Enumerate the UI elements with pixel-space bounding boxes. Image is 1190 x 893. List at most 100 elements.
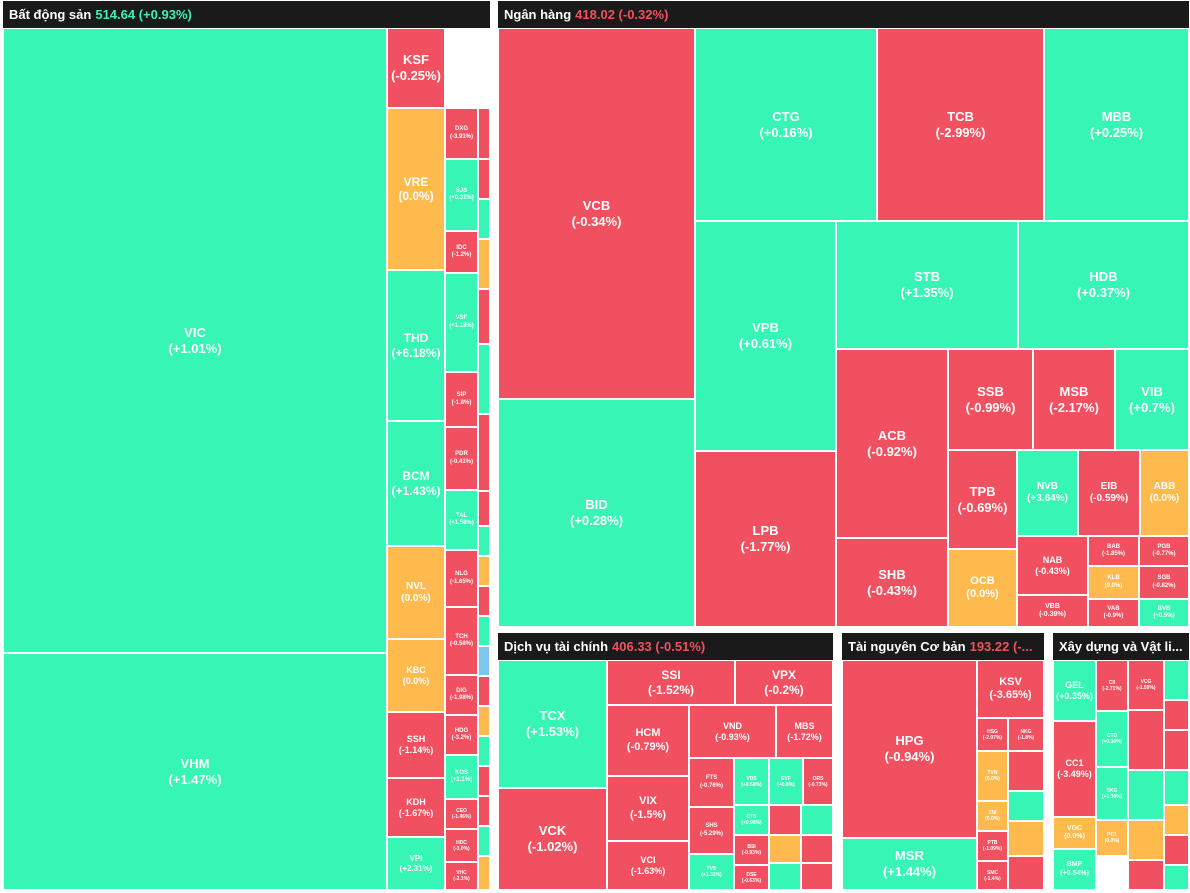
sector-header-banking[interactable]: Ngân hàng 418.02 (-0.32%)	[498, 1, 1189, 28]
stock-tile-tal[interactable]: TAL (+1.58%)	[445, 490, 478, 550]
stock-tile-small[interactable]	[1008, 791, 1044, 821]
stock-tile-tvb[interactable]: TVB (+1.32%)	[689, 854, 734, 890]
stock-tile-small[interactable]	[478, 159, 490, 199]
stock-tile-ctg[interactable]: CTG (+0.16%)	[695, 28, 877, 221]
stock-tile-vib[interactable]: VIB (+0.7%)	[1115, 349, 1189, 450]
stock-tile-fts[interactable]: FTS (-0.76%)	[689, 758, 734, 807]
stock-tile-cts[interactable]: CTS (+0.98%)	[734, 805, 769, 835]
stock-tile-vpx[interactable]: VPX (-0.2%)	[735, 660, 833, 705]
stock-tile-kdh[interactable]: KDH (-1.67%)	[387, 778, 445, 837]
stock-tile-ors[interactable]: ORS (-0.73%)	[803, 758, 833, 805]
stock-tile-small[interactable]	[478, 796, 490, 826]
stock-tile-vic[interactable]: VIC (+1.01%)	[3, 28, 387, 653]
stock-tile-small[interactable]	[801, 863, 833, 890]
stock-tile-small[interactable]	[478, 616, 490, 646]
stock-tile-small[interactable]	[1008, 821, 1044, 856]
stock-tile-mbb[interactable]: MBB (+0.25%)	[1044, 28, 1189, 221]
stock-tile-hcm[interactable]: HCM (-0.79%)	[607, 705, 689, 776]
stock-tile-skg[interactable]: SKG (+1.36%)	[1096, 767, 1128, 820]
stock-tile-vab[interactable]: VAB (-0.9%)	[1088, 599, 1139, 627]
stock-tile-ksf[interactable]: KSF (-0.25%)	[387, 28, 445, 108]
stock-tile-ceo[interactable]: CEO (-1.46%)	[445, 799, 478, 829]
stock-tile-nab[interactable]: NAB (-0.43%)	[1017, 536, 1088, 595]
sector-header-construction[interactable]: Xây dựng và Vật li...	[1053, 633, 1189, 660]
stock-tile-small[interactable]	[478, 491, 490, 526]
stock-tile-hdg[interactable]: HDG (-3.2%)	[445, 715, 478, 755]
stock-tile-dse[interactable]: DSE (-0.63%)	[734, 865, 769, 890]
stock-tile-small[interactable]	[1164, 770, 1189, 805]
stock-tile-idc[interactable]: IDC (-1.2%)	[445, 231, 478, 273]
stock-tile-small[interactable]	[478, 108, 490, 159]
stock-tile-ssh[interactable]: SSH (-1.14%)	[387, 712, 445, 778]
stock-tile-small[interactable]	[478, 706, 490, 736]
stock-tile-small[interactable]	[1164, 805, 1189, 835]
stock-tile-small[interactable]	[1008, 856, 1044, 890]
stock-tile-small[interactable]	[478, 414, 490, 491]
stock-tile-evf[interactable]: EVF (+0.8%)	[769, 758, 803, 805]
stock-tile-tvn[interactable]: TVN (0.0%)	[977, 751, 1008, 801]
stock-tile-smc[interactable]: SMC (-1.4%)	[977, 861, 1008, 890]
stock-tile-small[interactable]	[1164, 730, 1189, 770]
stock-tile-vix[interactable]: VIX (-1.5%)	[607, 776, 689, 841]
stock-tile-small[interactable]	[478, 676, 490, 706]
stock-tile-tni[interactable]: TNI (0.0%)	[977, 801, 1008, 831]
sector-header-financial-services[interactable]: Dịch vụ tài chính 406.33 (-0.51%)	[498, 633, 833, 660]
stock-tile-small[interactable]	[1128, 860, 1164, 890]
stock-tile-lpb[interactable]: LPB (-1.77%)	[695, 451, 836, 627]
stock-tile-nkg[interactable]: NKG (-1.8%)	[1008, 718, 1044, 751]
stock-tile-vnd[interactable]: VND (-0.93%)	[689, 705, 776, 758]
stock-tile-small[interactable]	[478, 199, 490, 239]
stock-tile-shs[interactable]: SHS (-5.29%)	[689, 807, 734, 854]
stock-tile-vpb[interactable]: VPB (+0.61%)	[695, 221, 836, 451]
stock-tile-gel[interactable]: GEL (+0.35%)	[1053, 660, 1096, 721]
stock-tile-small[interactable]	[801, 805, 833, 835]
stock-tile-pdr[interactable]: PDR (-0.41%)	[445, 427, 478, 490]
stock-tile-kbc[interactable]: KBC (0.0%)	[387, 639, 445, 712]
stock-tile-small[interactable]	[769, 805, 801, 835]
stock-tile-small[interactable]	[1128, 710, 1164, 770]
stock-tile-small[interactable]	[769, 835, 801, 863]
stock-tile-bmp[interactable]: BMP (+0.54%)	[1053, 849, 1096, 890]
stock-tile-small[interactable]	[1128, 770, 1164, 820]
stock-tile-abb[interactable]: ABB (0.0%)	[1140, 450, 1189, 536]
stock-tile-cc1[interactable]: CC1 (-3.49%)	[1053, 721, 1096, 817]
stock-tile-small[interactable]	[478, 826, 490, 856]
stock-tile-bid[interactable]: BID (+0.28%)	[498, 399, 695, 627]
stock-tile-sjs[interactable]: SJS (+0.31%)	[445, 159, 478, 231]
stock-tile-ksv[interactable]: KSV (-3.65%)	[977, 660, 1044, 718]
stock-tile-small[interactable]	[801, 835, 833, 863]
stock-tile-nvl[interactable]: NVL (0.0%)	[387, 546, 445, 639]
stock-tile-eib[interactable]: EIB (-0.59%)	[1078, 450, 1140, 536]
stock-tile-small[interactable]	[478, 344, 490, 414]
sector-header-basic-resources[interactable]: Tài nguyên Cơ bản 193.22 (-...	[842, 633, 1044, 660]
stock-tile-vre[interactable]: VRE (0.0%)	[387, 108, 445, 270]
stock-tile-small[interactable]	[478, 289, 490, 344]
stock-tile-small[interactable]	[1164, 700, 1189, 730]
stock-tile-kos[interactable]: KOS (+1.1%)	[445, 755, 478, 799]
stock-tile-small[interactable]	[478, 856, 490, 890]
stock-tile-hpg[interactable]: HPG (-0.94%)	[842, 660, 977, 838]
stock-tile-small[interactable]	[478, 646, 490, 676]
stock-tile-small[interactable]	[478, 736, 490, 766]
stock-tile-ssi[interactable]: SSI (-1.52%)	[607, 660, 735, 705]
stock-tile-small[interactable]	[478, 586, 490, 616]
stock-tile-msr[interactable]: MSR (+1.44%)	[842, 838, 977, 890]
stock-tile-vck[interactable]: VCK (-1.02%)	[498, 788, 607, 890]
stock-tile-small[interactable]	[478, 239, 490, 289]
stock-tile-small[interactable]	[1128, 820, 1164, 860]
stock-tile-small[interactable]	[478, 526, 490, 556]
stock-tile-pgb[interactable]: PGB (-0.77%)	[1139, 536, 1189, 566]
stock-tile-small[interactable]	[478, 556, 490, 586]
stock-tile-vcb[interactable]: VCB (-0.34%)	[498, 28, 695, 399]
stock-tile-bcm[interactable]: BCM (+1.43%)	[387, 421, 445, 546]
stock-tile-hdc[interactable]: HDC (-3.0%)	[445, 829, 478, 862]
stock-tile-tpb[interactable]: TPB (-0.69%)	[948, 450, 1017, 549]
stock-tile-vgc[interactable]: VGC (0.0%)	[1053, 817, 1096, 849]
stock-tile-msb[interactable]: MSB (-2.17%)	[1033, 349, 1115, 450]
stock-tile-tcb[interactable]: TCB (-2.99%)	[877, 28, 1044, 221]
stock-tile-bab[interactable]: BAB (-1.85%)	[1088, 536, 1139, 566]
stock-tile-hsg[interactable]: HSG (-2.07%)	[977, 718, 1008, 751]
stock-tile-ptb[interactable]: PTB (-1.09%)	[977, 831, 1008, 861]
stock-tile-small[interactable]	[478, 766, 490, 796]
stock-tile-vhm[interactable]: VHM (+1.47%)	[3, 653, 387, 890]
